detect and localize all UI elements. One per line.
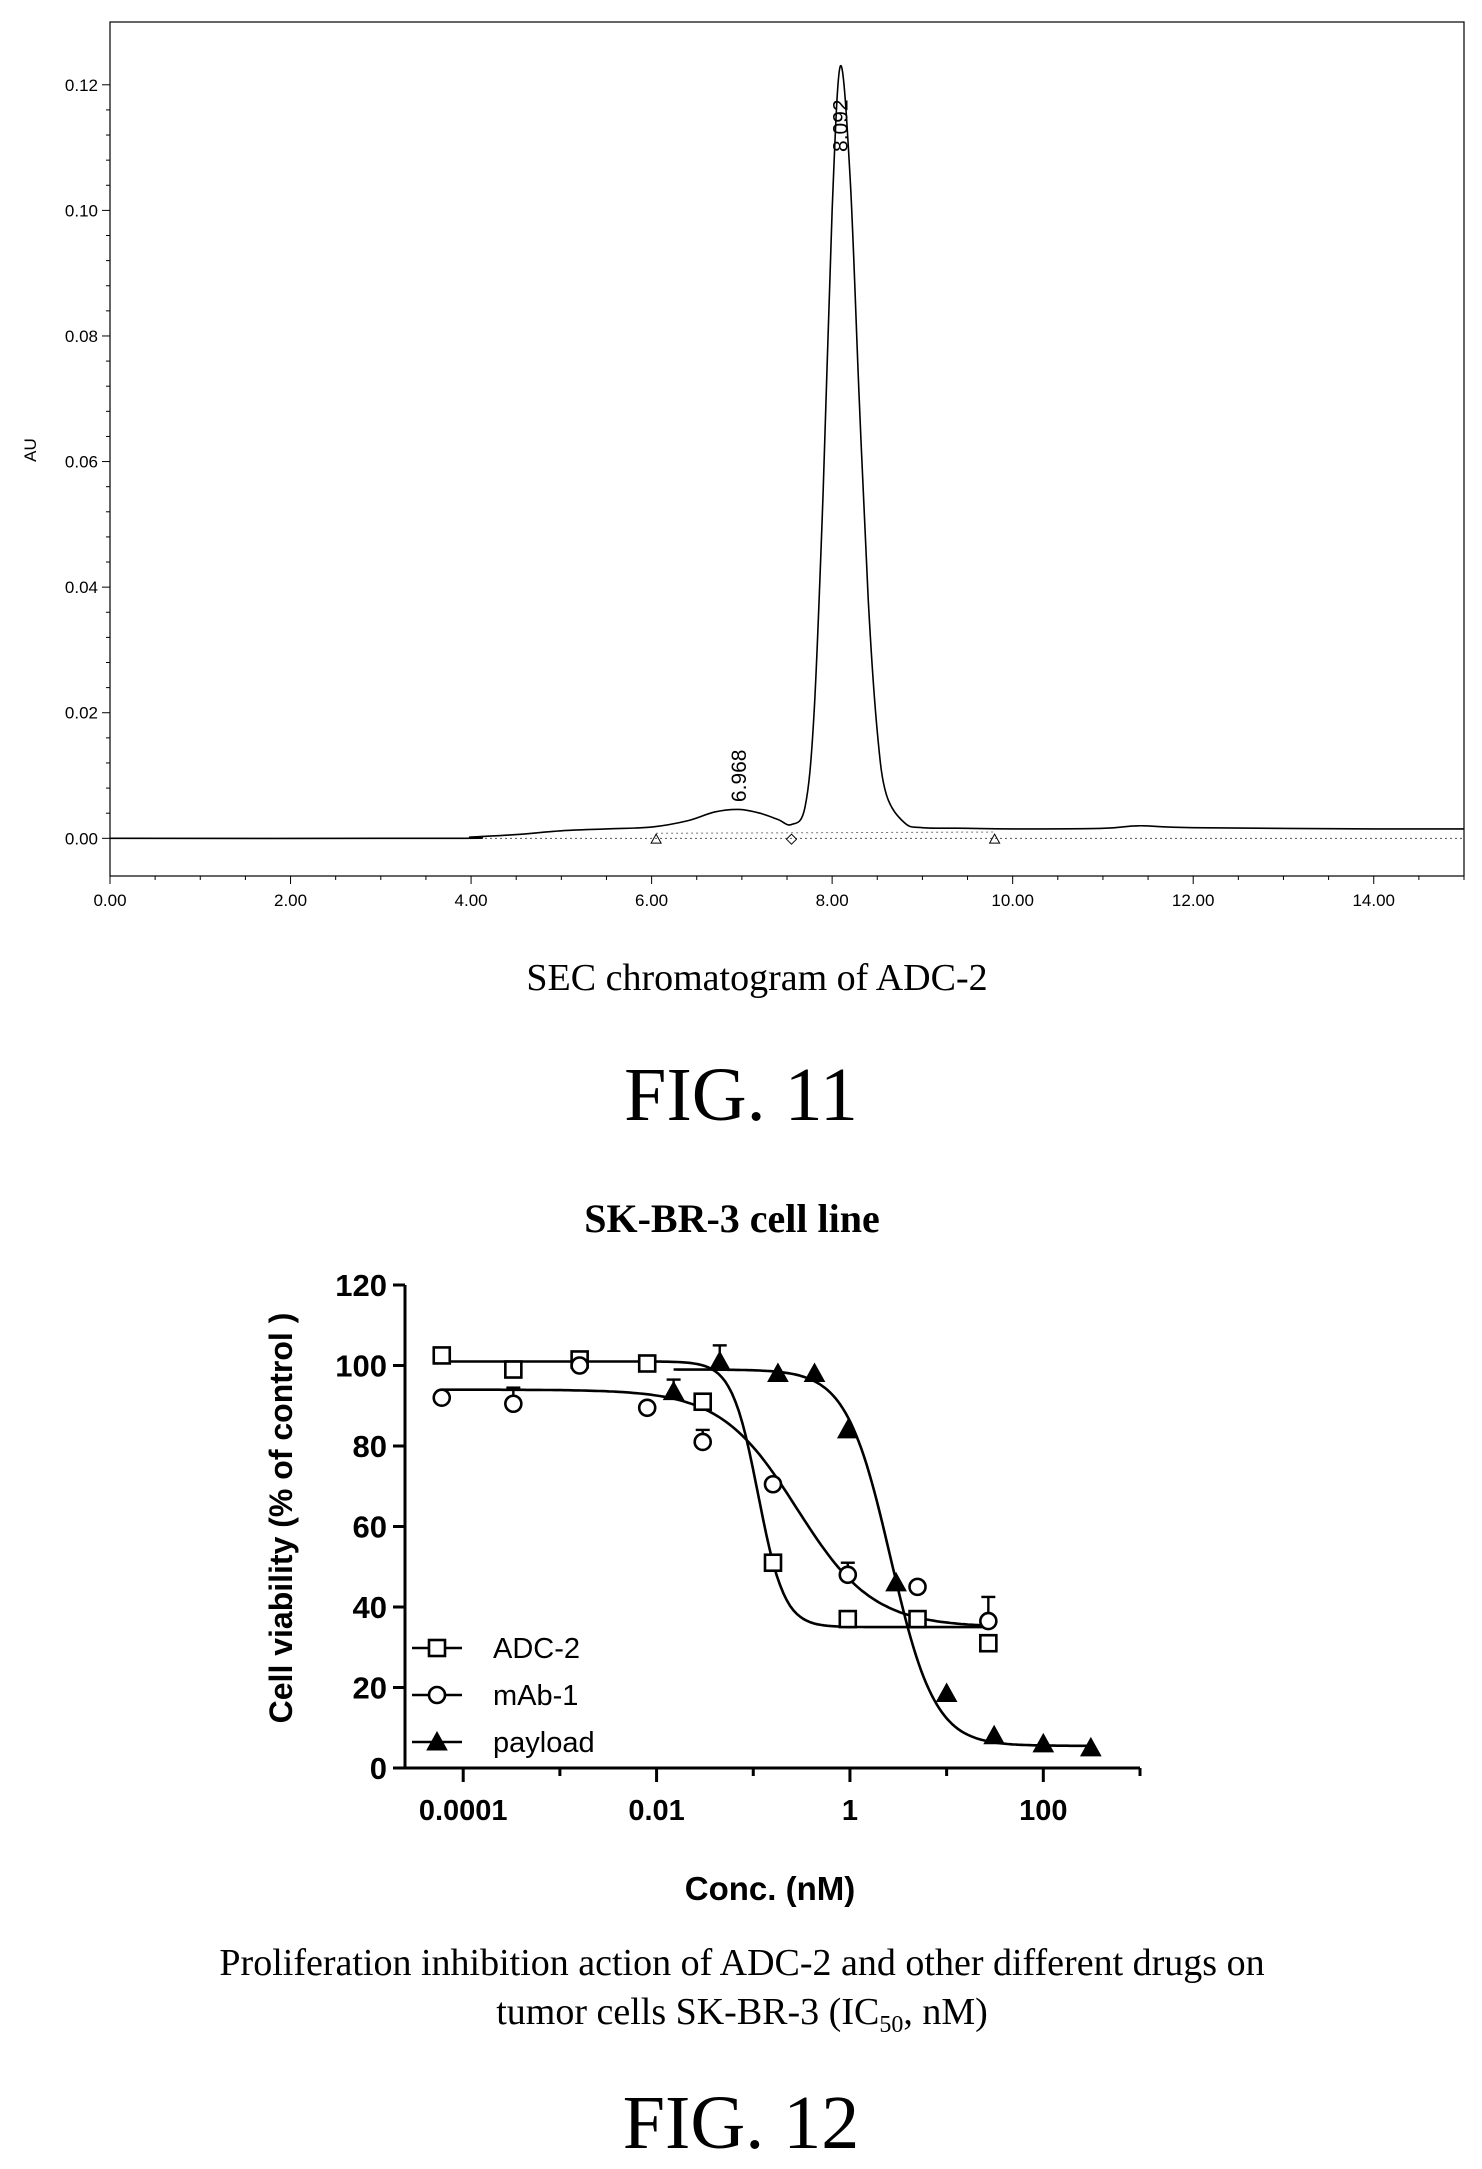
y-tick-label: 40	[353, 1590, 387, 1625]
dose-response-fit-curves	[441, 1360, 1091, 1748]
chromatogram-ticks: 0.00 0.02 0.04 0.06 0.08 0.10 0.12 0.00 2.00 4.00…	[65, 76, 1465, 910]
legend-label: mAb-1	[493, 1680, 578, 1712]
data-point-mAb-1	[908, 1577, 927, 1597]
y-tick-label: 0	[370, 1751, 387, 1786]
dose-response-caption-line-1: Proliferation inhibition action of ADC-2…	[219, 1942, 1264, 1984]
baseline-triangle-marker	[988, 833, 1001, 844]
data-point-ADC-2	[432, 1346, 452, 1365]
baseline-diamond-marker	[785, 833, 798, 845]
chromatogram-plot-frame	[109, 21, 1465, 877]
data-point-ADC-2	[908, 1609, 927, 1629]
data-point-ADC-2	[838, 1609, 858, 1629]
data-point-mAb-1	[432, 1388, 452, 1407]
chromatogram-peak-labels: 6.968 8.092	[728, 99, 852, 802]
y-tick-label: 0.04	[65, 578, 98, 597]
data-point-mAb-1	[637, 1398, 657, 1418]
x-tick-label: 1	[842, 1795, 858, 1827]
dose-response-y-axis-label: Cell viability (% of control )	[263, 1313, 299, 1724]
chromatogram-chart: 0.00 0.02 0.04 0.06 0.08 0.10 0.12 0.00 2.00 4.00…	[21, 21, 1465, 1137]
data-point-payload	[767, 1362, 789, 1383]
legend-marker	[426, 1730, 448, 1751]
x-tick-label: 14.00	[1352, 891, 1395, 910]
y-tick-label: 0.00	[65, 829, 98, 848]
y-tick-label: 0.10	[65, 201, 98, 220]
legend-label: ADC-2	[493, 1633, 580, 1665]
data-point-payload	[935, 1682, 958, 1703]
data-point-ADC-2	[979, 1633, 998, 1653]
y-tick-label: 60	[353, 1510, 387, 1545]
y-tick-label: 0.06	[65, 453, 98, 472]
peak-label: 6.968	[728, 750, 751, 803]
x-tick-label: 4.00	[455, 891, 488, 910]
fit-curve-payload	[673, 1368, 1091, 1748]
data-point-payload	[662, 1380, 685, 1401]
y-tick-label: 0.08	[65, 327, 98, 346]
fit-curve-mAb-1	[441, 1388, 989, 1627]
data-point-ADC-2	[763, 1553, 783, 1573]
x-tick-label: 8.00	[816, 891, 849, 910]
data-point-mAb-1	[504, 1394, 523, 1414]
dose-response-x-axis-label: Conc. (nM)	[685, 1870, 855, 1907]
chromatogram-trace	[109, 65, 1465, 840]
data-point-ADC-2	[693, 1392, 713, 1412]
legend-label: payload	[493, 1727, 595, 1759]
dose-response-legend: ADC-2 mAb-1 payload	[412, 1633, 595, 1759]
x-tick-label: 0.00	[93, 891, 126, 910]
dose-response-points	[432, 1344, 1102, 1757]
data-point-mAb-1	[693, 1432, 713, 1452]
legend-marker	[427, 1638, 447, 1658]
y-tick-label: 0.02	[65, 704, 98, 723]
x-tick-label: 100	[1019, 1795, 1067, 1827]
data-point-payload	[803, 1362, 826, 1383]
data-point-ADC-2	[637, 1354, 657, 1373]
integration-baseline	[656, 831, 995, 834]
x-tick-label: 2.00	[274, 891, 307, 910]
y-tick-label: 20	[353, 1671, 387, 1706]
x-tick-label: 0.0001	[419, 1795, 508, 1827]
data-point-payload	[983, 1724, 1005, 1745]
x-tick-label: 0.01	[628, 1795, 684, 1827]
chromatogram-y-axis-label: AU	[21, 438, 40, 462]
x-tick-label: 6.00	[635, 891, 668, 910]
data-point-payload	[885, 1571, 907, 1592]
y-tick-label: 80	[353, 1429, 387, 1464]
data-point-mAb-1	[763, 1474, 783, 1494]
data-point-payload	[1079, 1736, 1102, 1757]
dose-response-axes: 0 20 40 60 80 100 120 0.0001 0.01 1 100	[335, 1268, 1142, 1827]
chromatogram-caption: SEC chromatogram of ADC-2	[526, 957, 987, 999]
legend-marker	[427, 1685, 447, 1705]
data-point-payload	[836, 1418, 859, 1439]
dose-response-title: SK-BR-3 cell line	[584, 1196, 880, 1241]
y-tick-label: 0.12	[65, 76, 98, 95]
peak-label: 8.092	[829, 99, 852, 152]
caption-line-2-text: tumor cells SK-BR-3 (IC	[496, 1991, 879, 2033]
data-point-mAb-1	[570, 1356, 589, 1375]
data-point-ADC-2	[504, 1360, 523, 1379]
chromatogram-baseline-markers	[650, 833, 1001, 845]
fig-12-label: FIG. 12	[623, 2081, 859, 2165]
caption-line-2-end: , nM)	[903, 1991, 987, 2033]
x-tick-label: 12.00	[1172, 891, 1215, 910]
y-tick-label: 100	[335, 1349, 387, 1384]
data-point-payload	[708, 1350, 731, 1370]
data-point-payload	[1032, 1732, 1055, 1753]
x-tick-label: 10.00	[991, 891, 1034, 910]
data-point-mAb-1	[838, 1565, 858, 1585]
fit-curve-ADC-2	[441, 1360, 989, 1629]
caption-subscript: 50	[879, 2012, 903, 2038]
dose-response-caption-line-2: tumor cells SK-BR-3 (IC50, nM)	[496, 1991, 988, 2038]
fig-11-label: FIG. 11	[624, 1053, 858, 1137]
y-tick-label: 120	[335, 1268, 387, 1303]
baseline-triangle-marker	[650, 833, 662, 844]
data-point-mAb-1	[979, 1611, 998, 1631]
